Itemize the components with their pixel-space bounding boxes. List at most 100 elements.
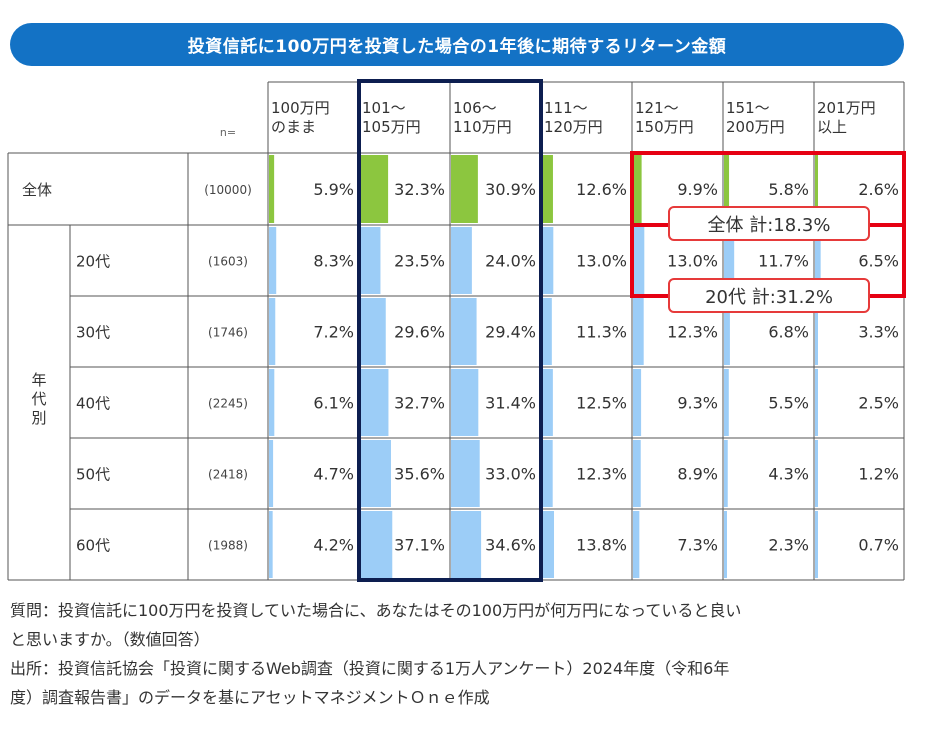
row-label-4: 50代 xyxy=(76,466,110,484)
value-2-3: 11.3% xyxy=(576,323,627,342)
bar-0-6 xyxy=(815,155,818,223)
bar-0-0 xyxy=(269,155,275,223)
value-5-1: 37.1% xyxy=(394,536,445,555)
source-line-2: 度）調査報告書」のデータを基にアセットマネジメントＯｎｅ作成 xyxy=(10,688,490,707)
value-4-5: 4.3% xyxy=(768,465,809,484)
bar-1-0 xyxy=(269,227,277,294)
bar-5-2 xyxy=(451,511,482,578)
row-n-3: (2245) xyxy=(208,397,248,411)
bar-2-5 xyxy=(724,298,730,365)
value-0-1: 32.3% xyxy=(394,180,445,199)
col-header-6: 201万円 xyxy=(817,99,876,117)
footer-notes: 質問：投資信託に100万円を投資していた場合に、あなたはその100万円が何万円に… xyxy=(10,596,910,712)
bar-0-5 xyxy=(724,155,730,223)
row-n-1: (1603) xyxy=(208,255,248,269)
value-2-5: 6.8% xyxy=(768,323,809,342)
col-header-1: 105万円 xyxy=(362,118,421,136)
value-0-4: 9.9% xyxy=(677,180,718,199)
bar-2-4 xyxy=(633,298,644,365)
value-3-1: 32.7% xyxy=(394,394,445,413)
value-3-3: 12.5% xyxy=(576,394,627,413)
col-header-6: 以上 xyxy=(817,118,847,136)
value-4-3: 12.3% xyxy=(576,465,627,484)
value-1-5: 11.7% xyxy=(758,252,809,271)
value-1-1: 23.5% xyxy=(394,252,445,271)
bar-0-3 xyxy=(542,155,553,223)
bar-3-3 xyxy=(542,369,553,436)
bar-4-6 xyxy=(815,440,818,507)
bar-1-6 xyxy=(815,227,821,294)
bar-1-3 xyxy=(542,227,554,294)
chart-title: 投資信託に100万円を投資した場合の1年後に期待するリターン金額 xyxy=(10,23,904,66)
value-5-4: 7.3% xyxy=(677,536,718,555)
value-5-0: 4.2% xyxy=(313,536,354,555)
row-label-5: 60代 xyxy=(76,537,110,555)
bar-1-2 xyxy=(451,227,472,294)
col-header-2: 110万円 xyxy=(453,118,512,136)
value-0-0: 5.9% xyxy=(313,180,354,199)
value-2-0: 7.2% xyxy=(313,323,354,342)
col-header-5: 200万円 xyxy=(726,118,785,136)
source-line-1: 出所：投資信託協会「投資に関するWeb調査（投資に関する1万人アンケート）202… xyxy=(10,659,730,678)
value-2-2: 29.4% xyxy=(485,323,536,342)
bar-1-5 xyxy=(724,227,735,294)
bar-2-3 xyxy=(542,298,552,365)
bar-0-4 xyxy=(633,155,642,223)
col-header-2: 106～ xyxy=(453,99,497,117)
bar-0-1 xyxy=(360,155,389,223)
col-header-4: 150万円 xyxy=(635,118,694,136)
twenties-total-callout: 20代 計:31.2% xyxy=(668,278,870,313)
value-4-6: 1.2% xyxy=(858,465,899,484)
col-header-1: 101～ xyxy=(362,99,406,117)
bar-5-5 xyxy=(724,511,727,578)
bar-5-1 xyxy=(360,511,393,578)
value-1-2: 24.0% xyxy=(485,252,536,271)
value-2-1: 29.6% xyxy=(394,323,445,342)
bar-0-2 xyxy=(451,155,478,223)
value-4-4: 8.9% xyxy=(677,465,718,484)
value-0-3: 12.6% xyxy=(576,180,627,199)
bar-4-4 xyxy=(633,440,641,507)
bar-1-1 xyxy=(360,227,381,294)
row-n-4: (2418) xyxy=(208,468,248,482)
row-label-3: 40代 xyxy=(76,395,110,413)
value-3-0: 6.1% xyxy=(313,394,354,413)
age-group-label: 別 xyxy=(31,409,46,427)
age-group-label: 年 xyxy=(31,371,46,389)
col-header-4: 121～ xyxy=(635,99,679,117)
value-0-6: 2.6% xyxy=(858,180,899,199)
bar-5-4 xyxy=(633,511,640,578)
value-3-5: 5.5% xyxy=(768,394,809,413)
row-label-2: 30代 xyxy=(76,324,110,342)
value-0-5: 5.8% xyxy=(768,180,809,199)
value-2-6: 3.3% xyxy=(858,323,899,342)
value-4-1: 35.6% xyxy=(394,465,445,484)
value-3-6: 2.5% xyxy=(858,394,899,413)
question-line-1: 質問：投資信託に100万円を投資していた場合に、あなたはその100万円が何万円に… xyxy=(10,601,742,620)
bar-3-0 xyxy=(269,369,275,436)
value-5-3: 13.8% xyxy=(576,536,627,555)
value-3-2: 31.4% xyxy=(485,394,536,413)
row-n-5: (1988) xyxy=(208,539,248,553)
value-1-3: 13.0% xyxy=(576,252,627,271)
row-label-1: 20代 xyxy=(76,253,110,271)
bar-4-0 xyxy=(269,440,274,507)
value-5-2: 34.6% xyxy=(485,536,536,555)
bar-5-6 xyxy=(815,511,818,578)
col-header-0: のまま xyxy=(271,118,316,136)
row-label-0: 全体 xyxy=(22,181,52,199)
bar-3-4 xyxy=(633,369,642,436)
col-header-3: 111～ xyxy=(544,99,588,117)
overall-total-callout: 全体 計:18.3% xyxy=(668,206,870,241)
value-5-6: 0.7% xyxy=(858,536,899,555)
row-n-2: (1746) xyxy=(208,326,248,340)
value-3-4: 9.3% xyxy=(677,394,718,413)
bar-5-3 xyxy=(542,511,555,578)
value-1-6: 6.5% xyxy=(858,252,899,271)
bar-1-4 xyxy=(633,227,645,294)
value-1-4: 13.0% xyxy=(667,252,718,271)
value-4-0: 4.7% xyxy=(313,465,354,484)
value-1-0: 8.3% xyxy=(313,252,354,271)
value-5-5: 2.3% xyxy=(768,536,809,555)
